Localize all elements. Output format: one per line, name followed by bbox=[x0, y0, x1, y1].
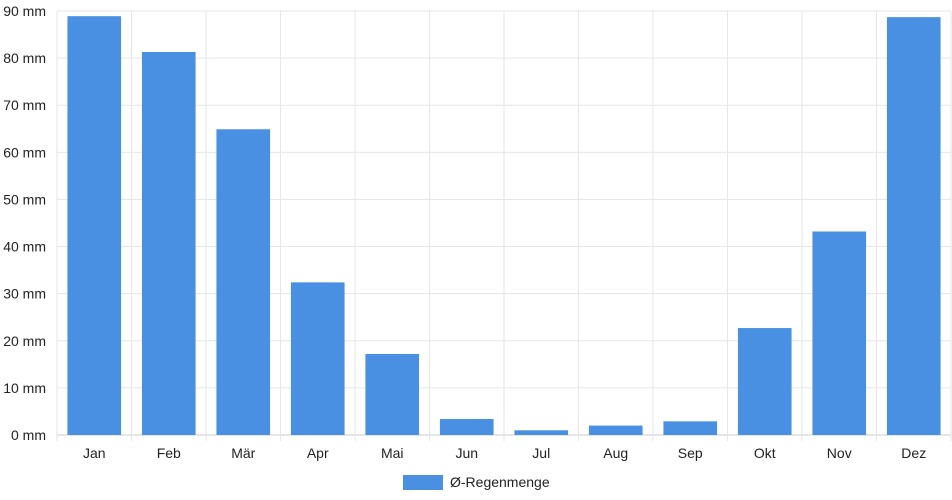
bar-aug[interactable] bbox=[588, 425, 643, 435]
bar-apr[interactable] bbox=[290, 282, 345, 435]
y-axis: 0 mm 10 mm 20 mm 30 mm 40 mm 50 mm 60 mm 70 mm 8… bbox=[3, 3, 46, 443]
x-axis: Jan Feb Mär Apr Mai Jun Jul Aug Sep Okt Nov Dez bbox=[83, 445, 926, 461]
legend-swatch[interactable] bbox=[403, 475, 443, 490]
y-tick-label: 40 mm bbox=[3, 239, 46, 255]
bar-jan[interactable] bbox=[67, 16, 122, 436]
y-tick-label: 70 mm bbox=[3, 97, 46, 113]
legend[interactable]: Ø-Regenmenge bbox=[403, 474, 550, 490]
x-tick-label: Jun bbox=[455, 445, 478, 461]
x-tick-label: Nov bbox=[827, 445, 852, 461]
bar-okt[interactable] bbox=[737, 328, 792, 435]
bar-mai[interactable] bbox=[365, 353, 420, 435]
x-tick-label: Sep bbox=[678, 445, 703, 461]
y-tick-label: 20 mm bbox=[3, 333, 46, 349]
bar-jul[interactable] bbox=[514, 430, 569, 435]
y-tick-label: 60 mm bbox=[3, 144, 46, 160]
bar-jun[interactable] bbox=[439, 418, 494, 435]
x-tick-label: Jul bbox=[532, 445, 550, 461]
chart-grid bbox=[56, 10, 952, 441]
x-tick-label: Okt bbox=[754, 445, 776, 461]
y-tick-label: 90 mm bbox=[3, 3, 46, 19]
bar-mär[interactable] bbox=[216, 129, 271, 435]
x-tick-label: Dez bbox=[901, 445, 926, 461]
x-tick-label: Apr bbox=[307, 445, 329, 461]
y-tick-label: 0 mm bbox=[11, 427, 46, 443]
x-tick-label: Jan bbox=[83, 445, 106, 461]
bar-dez[interactable] bbox=[886, 17, 941, 435]
y-tick-label: 80 mm bbox=[3, 50, 46, 66]
y-tick-label: 30 mm bbox=[3, 286, 46, 302]
legend-label[interactable]: Ø-Regenmenge bbox=[450, 474, 550, 490]
bar-sep[interactable] bbox=[663, 421, 718, 435]
y-tick-label: 10 mm bbox=[3, 380, 46, 396]
x-tick-label: Aug bbox=[603, 445, 628, 461]
bar-series bbox=[67, 16, 941, 436]
x-tick-label: Mär bbox=[231, 445, 255, 461]
x-tick-label: Feb bbox=[157, 445, 181, 461]
bar-nov[interactable] bbox=[812, 231, 867, 435]
bar-feb[interactable] bbox=[141, 51, 196, 436]
x-tick-label: Mai bbox=[381, 445, 404, 461]
y-tick-label: 50 mm bbox=[3, 191, 46, 207]
